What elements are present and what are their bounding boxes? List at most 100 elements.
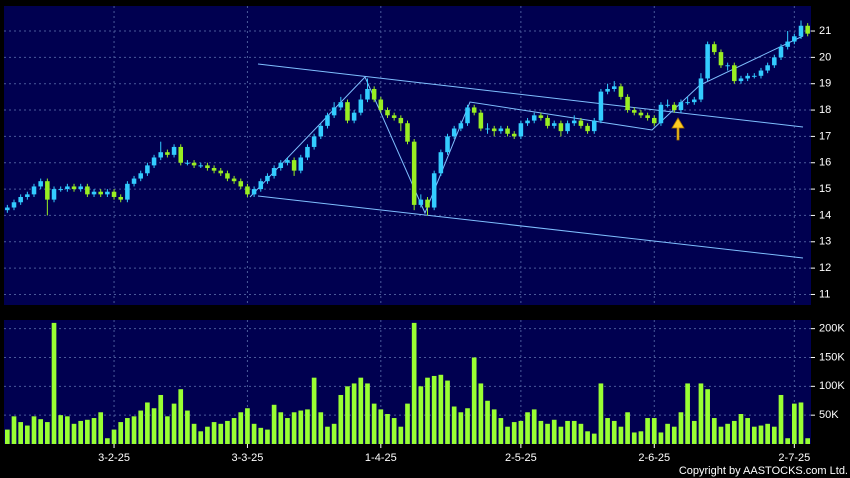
volume-bar (345, 386, 350, 444)
candle-body (158, 152, 163, 158)
candle-body (318, 125, 324, 137)
candle-body (511, 133, 517, 137)
candle-body (71, 186, 77, 190)
candle-body (78, 186, 83, 190)
candle-body (105, 191, 110, 195)
volume-bar (411, 322, 417, 444)
candle-body (625, 96, 630, 111)
volume-bar (678, 412, 684, 444)
volume-bar (491, 409, 497, 444)
volume-bar (118, 422, 124, 444)
volume-bar (431, 375, 437, 444)
volume-bar (25, 425, 30, 444)
candle-body (732, 65, 737, 82)
candle-body (298, 157, 304, 171)
candle-body (585, 125, 590, 132)
candle-body (205, 165, 210, 169)
volume-bar (405, 403, 410, 444)
candle-body (598, 91, 604, 121)
candle-body (91, 191, 97, 195)
volume-bar (158, 394, 164, 444)
candle-body (11, 202, 17, 208)
volume-bar (778, 394, 784, 444)
candle-body (345, 102, 350, 121)
y-tick-label: 17 (819, 130, 831, 142)
volume-bar (178, 389, 184, 444)
candle-body (778, 46, 784, 58)
candle-body (658, 104, 664, 124)
candle-body (98, 191, 103, 195)
candle-body (225, 173, 230, 179)
candle-body (351, 112, 357, 121)
volume-bar (11, 416, 17, 444)
channel-lower (257, 195, 804, 259)
volume-bar (305, 409, 310, 444)
volume-bar (58, 415, 64, 444)
volume-bar (671, 426, 677, 444)
signal-arrow (671, 117, 685, 141)
candle-body (738, 78, 744, 82)
volume-bar (78, 420, 84, 444)
candle-body (485, 128, 490, 130)
candle-body (38, 181, 43, 187)
candle-body (65, 186, 70, 190)
volume-bar (225, 420, 230, 444)
volume-bar (258, 427, 264, 444)
volume-bar (191, 423, 197, 444)
candle-body (445, 136, 450, 153)
volume-bar (131, 416, 137, 444)
volume-bar (685, 383, 690, 444)
volume-bar (591, 433, 597, 444)
volume-bar (291, 412, 297, 444)
y-tick-label: 50K (819, 409, 839, 421)
volume-bar (398, 426, 404, 444)
candle-body (231, 178, 237, 182)
candle-body (5, 207, 10, 211)
volume-bar (111, 429, 117, 444)
candle-body (458, 123, 464, 129)
volume-bar (31, 416, 37, 444)
candle-body (478, 112, 484, 129)
candle-body (545, 117, 550, 126)
volume-bar (425, 377, 430, 444)
volume-bar (318, 412, 324, 444)
volume-bar (605, 418, 610, 444)
volume-bar (138, 410, 144, 444)
candle-body (805, 25, 810, 34)
candle-body (698, 78, 704, 100)
volume-bar (211, 422, 217, 444)
candle-body (145, 165, 150, 174)
candle-body (685, 102, 690, 104)
volume-bar (485, 400, 490, 444)
volume-bar (165, 416, 170, 444)
volume-bar (651, 418, 657, 444)
candle-body (245, 186, 250, 195)
candle-body (338, 102, 344, 108)
candle-body (278, 162, 284, 169)
volume-bar (391, 418, 397, 444)
candle-body (198, 165, 204, 167)
volume-bar (698, 383, 704, 444)
volume-bar (45, 422, 50, 444)
candle-body (58, 189, 63, 191)
candle-body (425, 199, 430, 208)
candle-body (758, 70, 764, 76)
volume-bar (631, 432, 637, 444)
candle-body (331, 107, 337, 116)
volume-bar (311, 377, 317, 444)
candle-body (438, 152, 444, 174)
volume-bar (505, 426, 510, 444)
volume-bar (658, 432, 664, 444)
candle-body (605, 88, 610, 92)
candle-body (271, 168, 277, 176)
volume-bar (278, 412, 284, 444)
candle-body (745, 75, 750, 79)
volume-bar (798, 402, 804, 444)
candle-body (398, 117, 404, 124)
candle-body (725, 65, 730, 67)
volume-bar (738, 414, 744, 444)
candle-body (25, 194, 30, 197)
volume-bar (545, 423, 550, 444)
candle-body (218, 170, 224, 174)
y-tick-label: 12 (819, 262, 831, 274)
